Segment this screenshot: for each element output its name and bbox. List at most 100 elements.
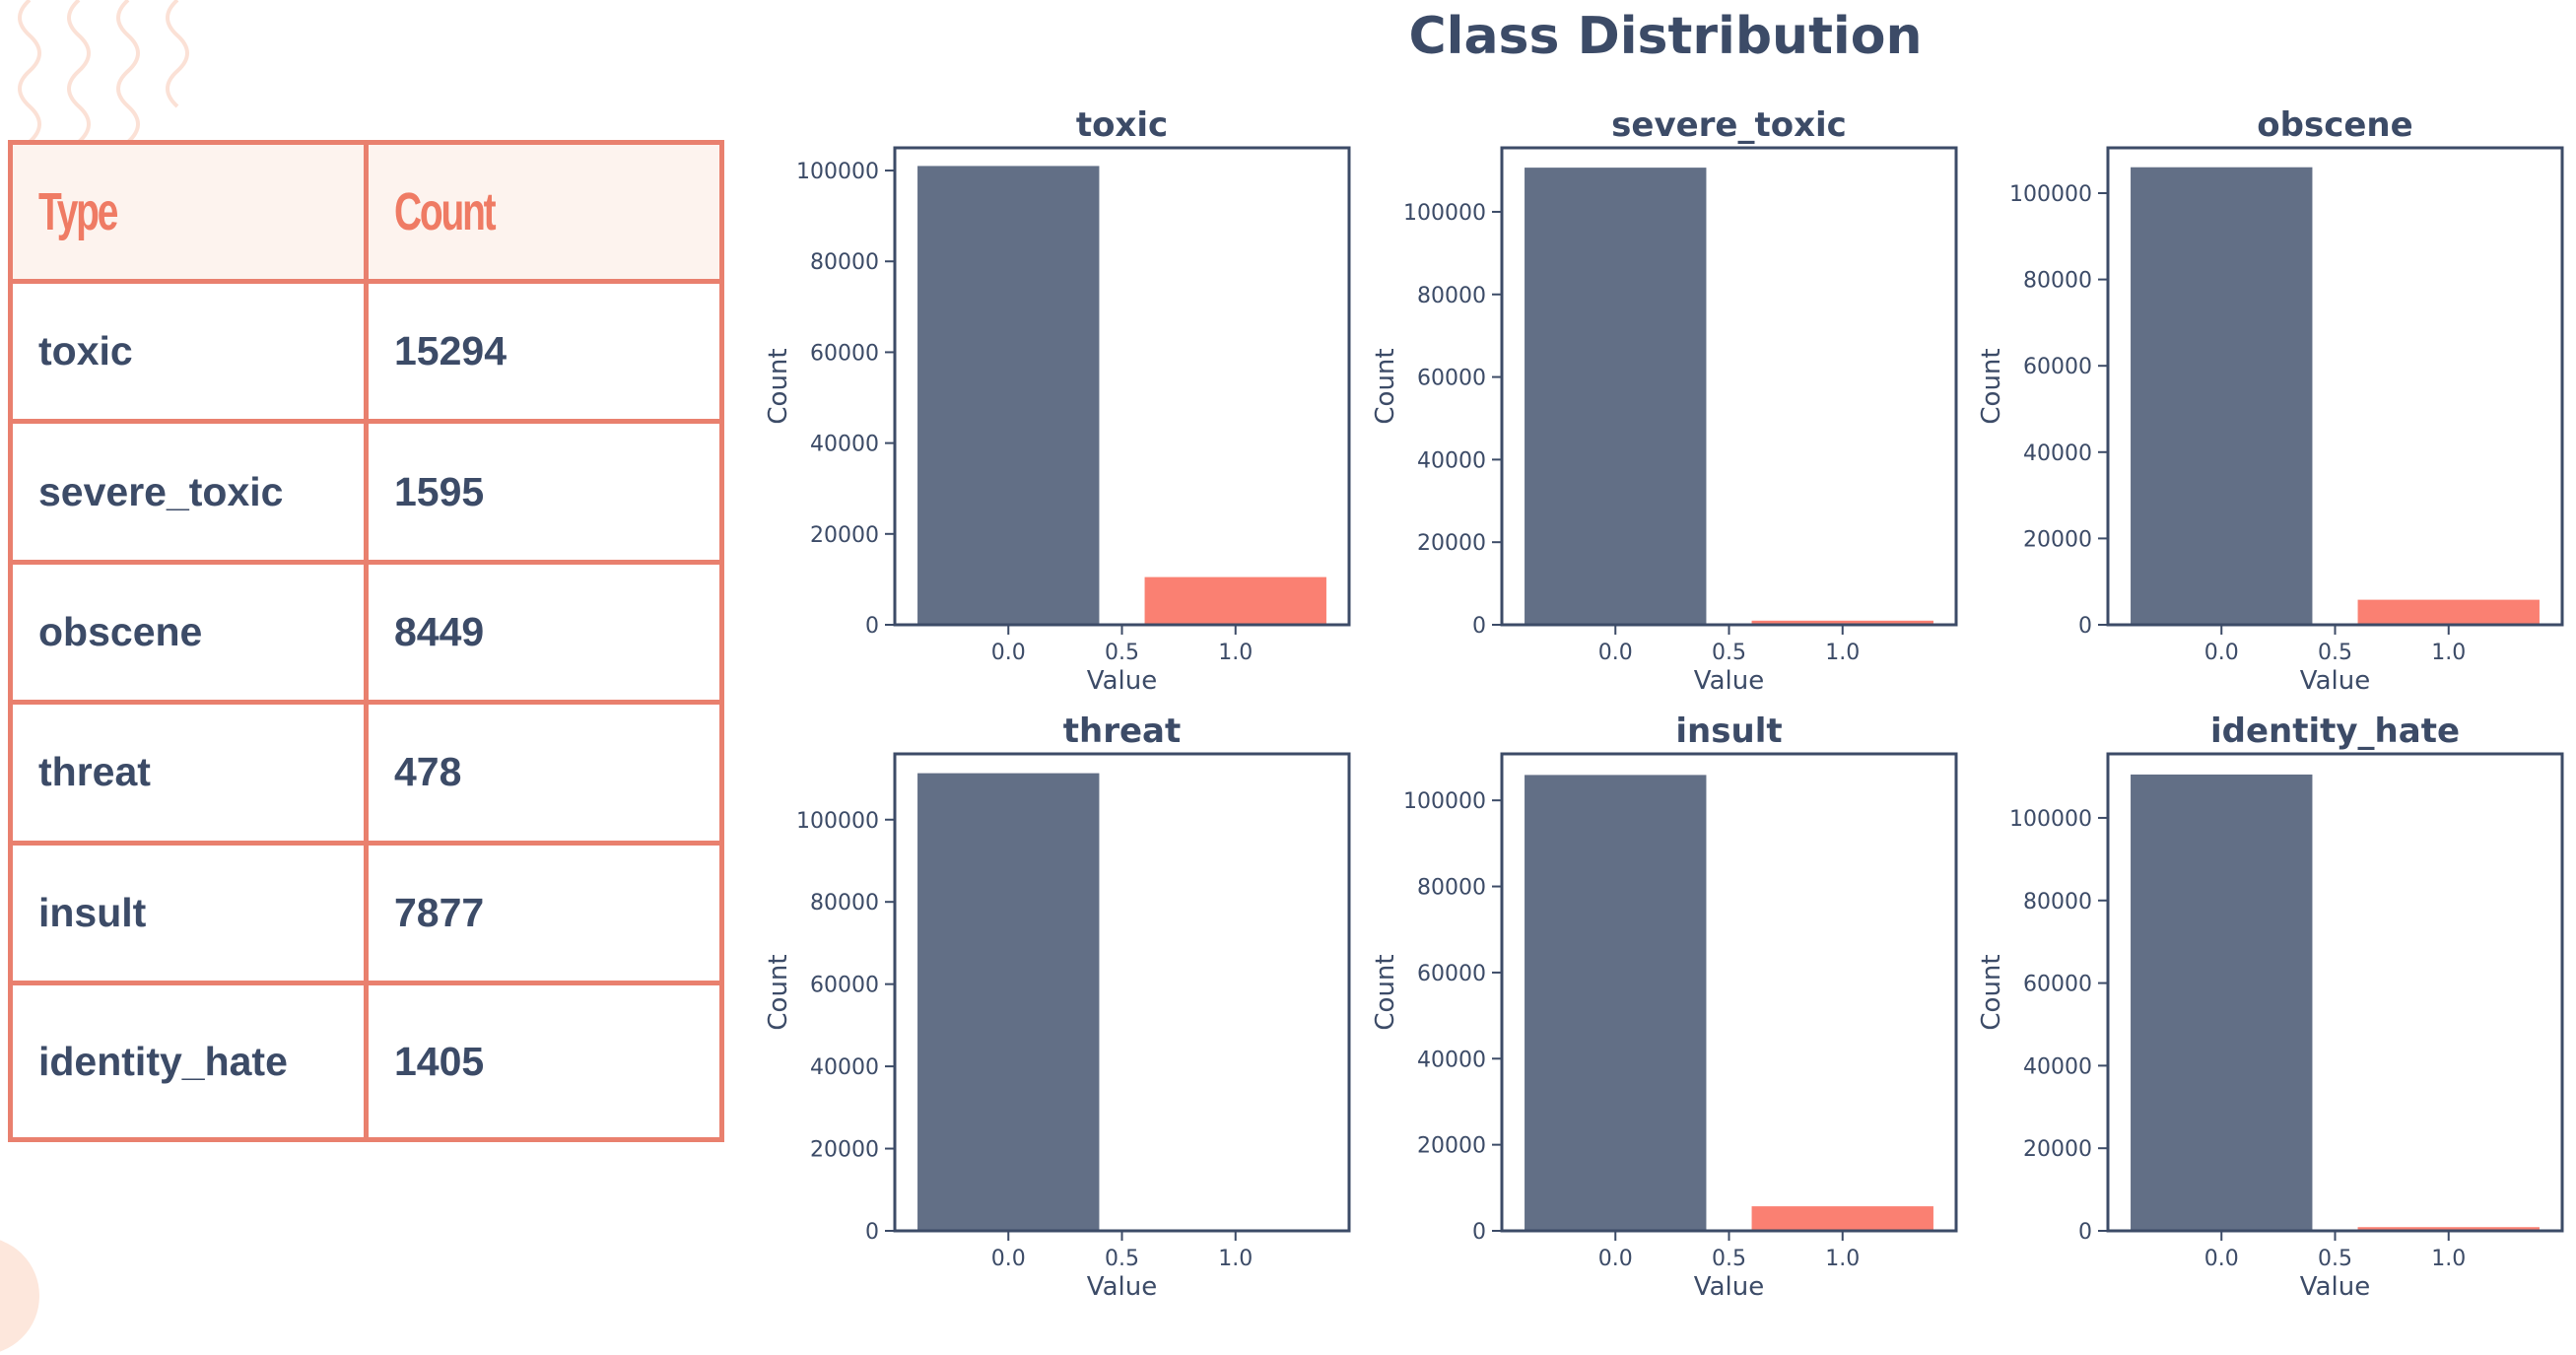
y-tick-label: 100000 bbox=[2009, 807, 2092, 832]
y-axis-label: Count bbox=[764, 954, 793, 1030]
x-axis-label: Value bbox=[1087, 666, 1157, 696]
cell-type: identity_hate bbox=[8, 981, 369, 1142]
y-tick-label: 40000 bbox=[2023, 441, 2092, 466]
y-tick-label: 0 bbox=[865, 614, 879, 639]
y-tick-label: 0 bbox=[1472, 614, 1486, 639]
cell-count: 1405 bbox=[364, 981, 724, 1142]
y-tick-label: 80000 bbox=[2023, 269, 2092, 294]
bar-zero bbox=[917, 166, 1100, 625]
y-tick-label: 20000 bbox=[1417, 1134, 1486, 1159]
y-tick-label: 80000 bbox=[810, 891, 879, 915]
x-tick-label: 1.0 bbox=[1218, 1247, 1253, 1271]
y-tick-label: 100000 bbox=[796, 160, 879, 184]
y-tick-label: 20000 bbox=[2023, 1137, 2092, 1162]
x-tick-label: 0.0 bbox=[1598, 1247, 1633, 1271]
bar-one bbox=[2357, 599, 2540, 625]
table-row: severe_toxic 1595 bbox=[8, 419, 724, 565]
chart-title: toxic bbox=[1076, 105, 1168, 145]
table-header-row: Type Count bbox=[8, 140, 724, 284]
x-tick-label: 0.5 bbox=[2318, 641, 2352, 665]
y-tick-label: 0 bbox=[865, 1220, 879, 1245]
y-tick-label: 60000 bbox=[810, 974, 879, 998]
table-row: obscene 8449 bbox=[8, 559, 724, 706]
chart-title: identity_hate bbox=[2210, 711, 2460, 751]
y-tick-label: 40000 bbox=[810, 433, 879, 457]
y-tick-label: 80000 bbox=[1417, 876, 1486, 901]
x-tick-label: 1.0 bbox=[1825, 1247, 1860, 1271]
x-tick-label: 1.0 bbox=[2431, 1247, 2466, 1271]
y-axis-label: Count bbox=[1371, 348, 1400, 424]
header-type: Type bbox=[8, 140, 369, 284]
x-tick-label: 1.0 bbox=[1218, 641, 1253, 665]
y-tick-label: 60000 bbox=[810, 341, 879, 366]
x-axis-label: Value bbox=[1087, 1272, 1157, 1302]
x-tick-label: 0.0 bbox=[991, 1247, 1026, 1271]
y-tick-label: 100000 bbox=[1403, 789, 1486, 814]
y-tick-label: 20000 bbox=[810, 523, 879, 548]
bar-zero bbox=[1525, 168, 1707, 625]
y-tick-label: 0 bbox=[1472, 1220, 1486, 1245]
table-row: toxic 15294 bbox=[8, 278, 724, 425]
y-tick-label: 20000 bbox=[1417, 531, 1486, 556]
bar-zero bbox=[2131, 167, 2313, 626]
bar-one bbox=[1751, 1206, 1933, 1231]
y-tick-label: 60000 bbox=[2023, 355, 2092, 379]
bar-chart-grid: toxic 0 20000 40000 60000 80000 100000 0.0 0.5 1.… bbox=[764, 105, 2564, 1302]
y-axis-label: Count bbox=[1977, 348, 2006, 424]
cell-type: insult bbox=[8, 840, 369, 986]
page-title: Class Distribution bbox=[1408, 7, 1923, 66]
y-tick-label: 0 bbox=[2078, 614, 2092, 639]
decorative-wave-pattern bbox=[18, 0, 189, 144]
x-tick-label: 1.0 bbox=[1825, 641, 1860, 665]
bar-one bbox=[1751, 620, 1933, 625]
x-tick-label: 0.0 bbox=[1598, 641, 1633, 665]
y-tick-label: 0 bbox=[2078, 1220, 2092, 1245]
x-tick-label: 0.0 bbox=[2204, 1247, 2239, 1271]
x-tick-label: 0.5 bbox=[1712, 1247, 1746, 1271]
class-count-table: Type Count toxic 15294 severe_toxic 1595 o… bbox=[8, 140, 724, 1142]
bar-one bbox=[1144, 576, 1326, 625]
y-tick-label: 100000 bbox=[2009, 182, 2092, 207]
x-tick-label: 0.0 bbox=[2204, 641, 2239, 665]
y-axis-label: Count bbox=[764, 348, 793, 424]
x-tick-label: 0.5 bbox=[1712, 641, 1746, 665]
x-tick-label: 0.0 bbox=[991, 641, 1026, 665]
bar-one bbox=[2357, 1227, 2540, 1231]
y-axis-label: Count bbox=[1977, 954, 2006, 1030]
x-tick-label: 0.5 bbox=[1105, 641, 1139, 665]
x-axis-label: Value bbox=[2300, 1272, 2370, 1302]
y-tick-label: 20000 bbox=[810, 1138, 879, 1163]
header-count: Count bbox=[364, 140, 724, 284]
y-tick-label: 80000 bbox=[1417, 284, 1486, 308]
cell-type: threat bbox=[8, 700, 369, 846]
y-tick-label: 40000 bbox=[1417, 448, 1486, 473]
chart-title: threat bbox=[1063, 711, 1181, 751]
x-axis-label: Value bbox=[1694, 1272, 1764, 1302]
cell-count: 1595 bbox=[364, 419, 724, 565]
x-axis-label: Value bbox=[1694, 666, 1764, 696]
cell-count: 8449 bbox=[364, 559, 724, 706]
y-tick-label: 80000 bbox=[810, 250, 879, 275]
bar-zero bbox=[917, 773, 1100, 1231]
cell-count: 478 bbox=[364, 700, 724, 846]
y-tick-label: 100000 bbox=[796, 809, 879, 834]
y-tick-label: 60000 bbox=[1417, 962, 1486, 986]
cell-count: 7877 bbox=[364, 840, 724, 986]
y-axis-label: Count bbox=[1371, 954, 1400, 1030]
y-tick-label: 20000 bbox=[2023, 527, 2092, 552]
table-row: threat 478 bbox=[8, 700, 724, 846]
cell-type: severe_toxic bbox=[8, 419, 369, 565]
x-tick-label: 0.5 bbox=[2318, 1247, 2352, 1271]
y-tick-label: 60000 bbox=[1417, 367, 1486, 391]
y-tick-label: 60000 bbox=[2023, 973, 2092, 997]
y-tick-label: 80000 bbox=[2023, 890, 2092, 915]
cell-type: obscene bbox=[8, 559, 369, 706]
y-tick-label: 40000 bbox=[2023, 1054, 2092, 1079]
cell-type: toxic bbox=[8, 278, 369, 425]
bar-zero bbox=[2131, 774, 2313, 1231]
table-row: insult 7877 bbox=[8, 840, 724, 986]
x-axis-label: Value bbox=[2300, 666, 2370, 696]
bar-zero bbox=[1525, 775, 1707, 1231]
x-tick-label: 1.0 bbox=[2431, 641, 2466, 665]
y-tick-label: 40000 bbox=[1417, 1048, 1486, 1072]
